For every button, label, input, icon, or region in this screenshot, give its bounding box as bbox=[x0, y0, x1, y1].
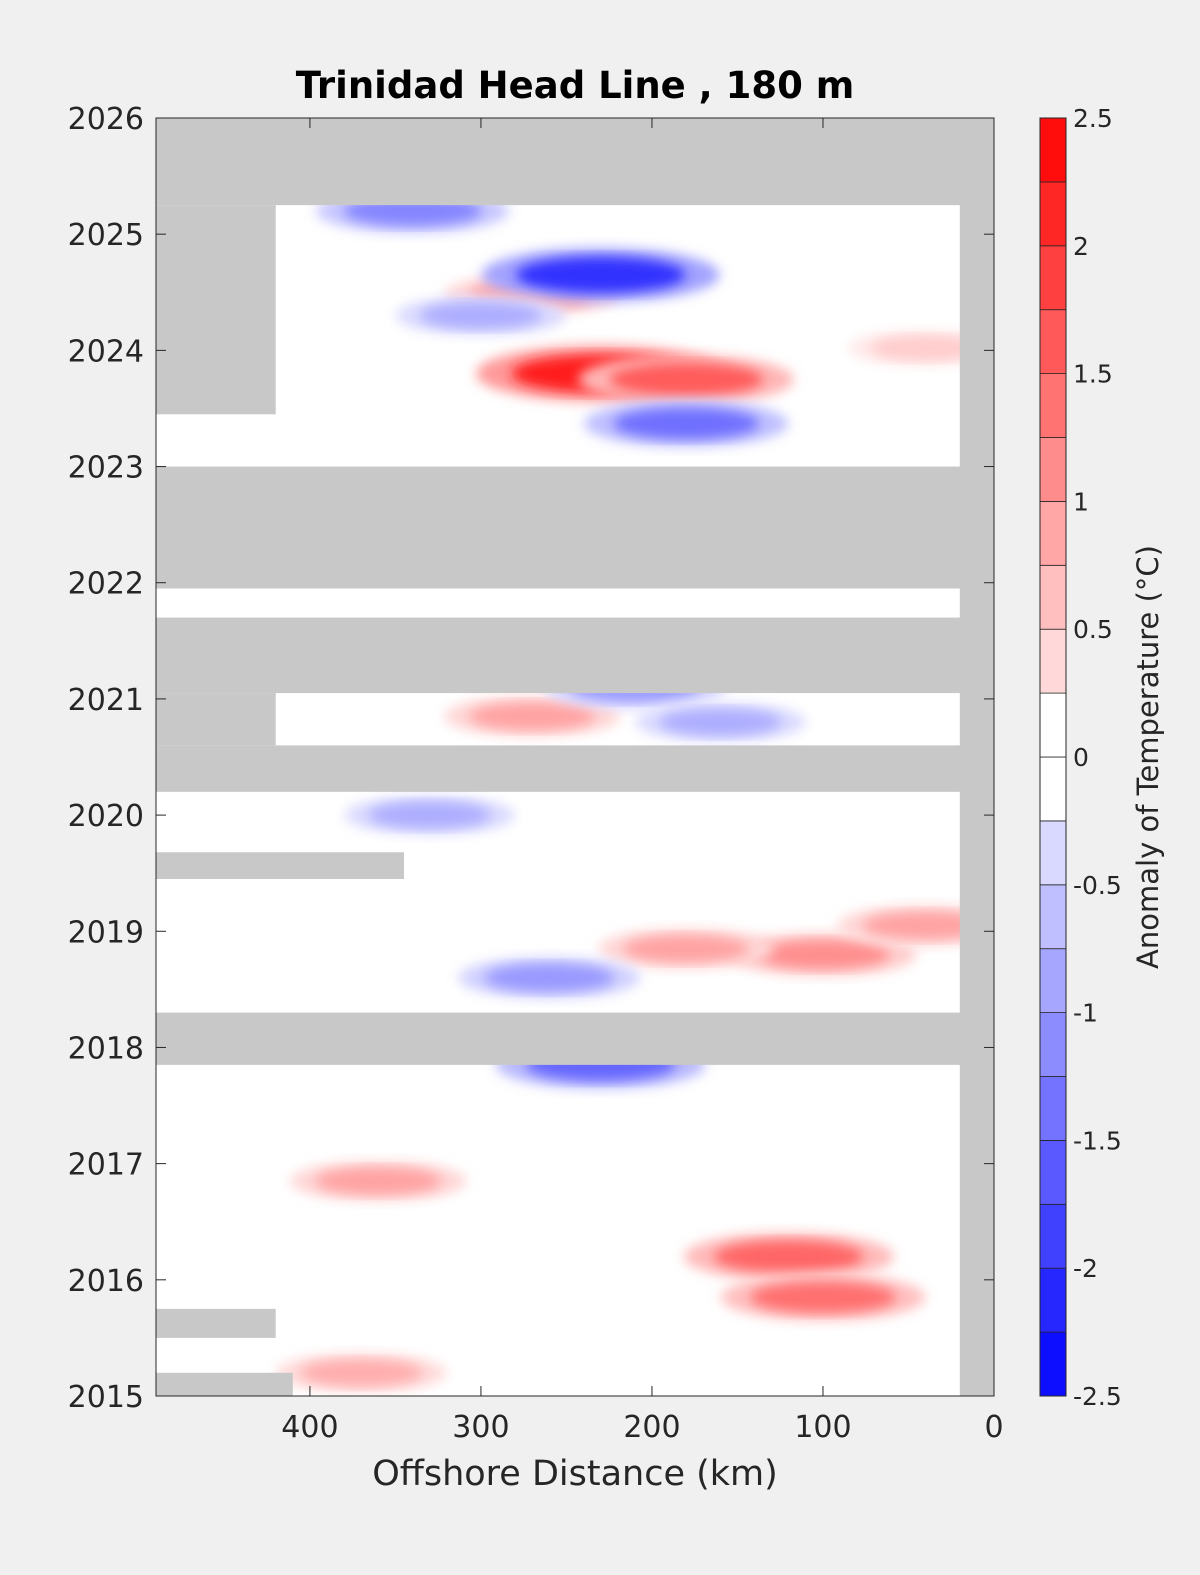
plot-frame bbox=[155, 117, 995, 1397]
anomaly-core-18 bbox=[484, 963, 615, 992]
no-data-region-9 bbox=[156, 1308, 276, 1338]
anomaly-core-15 bbox=[419, 302, 542, 329]
y-tick-label-2023: 2023 bbox=[68, 451, 144, 486]
y-tick-label-2026: 2026 bbox=[68, 102, 144, 137]
anomaly-core-13 bbox=[613, 407, 760, 440]
colorbar-tick-label-1: -2 bbox=[1073, 1254, 1098, 1283]
colorbar-label: Anomaly of Temperature (°C) bbox=[1131, 545, 1165, 969]
chart-title: Trinidad Head Line , 180 m bbox=[296, 64, 855, 107]
colorbar-segment-15 bbox=[1039, 373, 1067, 438]
y-tick-label-2020: 2020 bbox=[68, 799, 144, 834]
anomaly-core-7 bbox=[862, 911, 989, 940]
no-data-regions bbox=[156, 118, 994, 1396]
y-tick-label-2017: 2017 bbox=[68, 1148, 144, 1183]
colorbar-segment-8 bbox=[1039, 820, 1067, 886]
colorbar-segment-6 bbox=[1039, 948, 1067, 1014]
anomaly-core-4 bbox=[749, 1281, 896, 1313]
x-tick-label-200: 200 bbox=[623, 1410, 680, 1445]
colorbar-segment-17 bbox=[1039, 245, 1067, 311]
colorbar-segment-9 bbox=[1039, 756, 1067, 822]
colorbar-tick-label-2: -1.5 bbox=[1073, 1126, 1122, 1155]
y-tick-label-2021: 2021 bbox=[68, 683, 144, 718]
anomaly-core-8 bbox=[315, 1167, 442, 1195]
x-tick-label-100: 100 bbox=[794, 1410, 851, 1445]
anomaly-core-20 bbox=[659, 708, 782, 736]
anomaly-core-6 bbox=[623, 935, 750, 963]
colorbar-segment-18 bbox=[1039, 181, 1067, 247]
colorbar-segment-5 bbox=[1039, 1012, 1067, 1077]
x-axis: 400 300 200 100 0 bbox=[281, 118, 1004, 1445]
y-tick-label-2025: 2025 bbox=[68, 218, 144, 253]
anomaly-core-10 bbox=[870, 336, 981, 361]
y-tick-label-2022: 2022 bbox=[68, 567, 144, 602]
no-data-region-5 bbox=[156, 745, 994, 792]
y-axis: 2015 2016 2017 2018 2019 2020 2021 2022 2023 2024… bbox=[68, 102, 994, 1415]
no-data-region-3 bbox=[156, 466, 994, 589]
no-data-region-6 bbox=[156, 693, 276, 746]
y-tick-label-2018: 2018 bbox=[68, 1031, 144, 1066]
y-tick-label-2019: 2019 bbox=[68, 915, 144, 950]
colorbar: -2.5 -2 -1.5 -1 -0.5 0 0.5 1 1.5 2 2.5 bbox=[1039, 104, 1122, 1411]
colorbar-tick-label-10: 2.5 bbox=[1073, 104, 1113, 133]
x-tick-label-0: 0 bbox=[984, 1410, 1003, 1445]
colorbar-frame bbox=[1039, 117, 1067, 1397]
colorbar-segment-0 bbox=[1039, 1331, 1067, 1397]
colorbar-tick-label-5: 0 bbox=[1073, 743, 1089, 772]
x-tick-label-300: 300 bbox=[452, 1410, 509, 1445]
no-data-region-2 bbox=[156, 205, 276, 415]
colorbar-segment-14 bbox=[1039, 437, 1067, 502]
anomaly-core-11 bbox=[300, 1359, 423, 1386]
anomaly-core-12 bbox=[515, 256, 686, 293]
colorbar-segment-16 bbox=[1039, 309, 1067, 375]
colorbar-segment-7 bbox=[1039, 884, 1067, 950]
anomaly-core-1 bbox=[609, 363, 764, 396]
colorbar-segment-1 bbox=[1039, 1267, 1067, 1333]
colorbar-segment-12 bbox=[1039, 564, 1067, 630]
anomaly-core-5 bbox=[755, 940, 890, 969]
colorbar-segment-19 bbox=[1039, 117, 1067, 183]
colorbar-tick-label-9: 2 bbox=[1073, 232, 1089, 261]
colorbar-segment-11 bbox=[1039, 628, 1067, 694]
plot-area bbox=[155, 117, 995, 1397]
colorbar-segment-13 bbox=[1039, 500, 1067, 566]
x-axis-label: Offshore Distance (km) bbox=[372, 1454, 778, 1494]
no-data-region-7 bbox=[156, 1012, 994, 1065]
no-data-region-0 bbox=[156, 118, 994, 206]
colorbar-tick-label-4: -0.5 bbox=[1073, 871, 1122, 900]
colorbar-segment-4 bbox=[1039, 1076, 1067, 1141]
anomaly-core-19 bbox=[368, 801, 491, 829]
colorbar-tick-label-7: 1 bbox=[1073, 487, 1089, 516]
no-data-region-8 bbox=[156, 852, 404, 879]
x-tick-label-400: 400 bbox=[281, 1410, 338, 1445]
y-tick-label-2024: 2024 bbox=[68, 334, 144, 369]
colorbar-segment-10 bbox=[1039, 692, 1067, 758]
y-tick-label-2015: 2015 bbox=[68, 1380, 144, 1415]
no-data-region-4 bbox=[156, 617, 994, 694]
colorbar-tick-label-0: -2.5 bbox=[1073, 1382, 1122, 1411]
no-data-region-10 bbox=[156, 1372, 293, 1396]
colorbar-segment-3 bbox=[1039, 1140, 1067, 1205]
anomaly-core-9 bbox=[469, 702, 596, 730]
colorbar-segment-2 bbox=[1039, 1203, 1067, 1269]
y-tick-label-2016: 2016 bbox=[68, 1264, 144, 1299]
colorbar-tick-label-8: 1.5 bbox=[1073, 360, 1113, 389]
colorbar-tick-label-6: 0.5 bbox=[1073, 615, 1113, 644]
anomaly-core-3 bbox=[713, 1240, 864, 1273]
colorbar-tick-label-3: -1 bbox=[1073, 999, 1098, 1028]
